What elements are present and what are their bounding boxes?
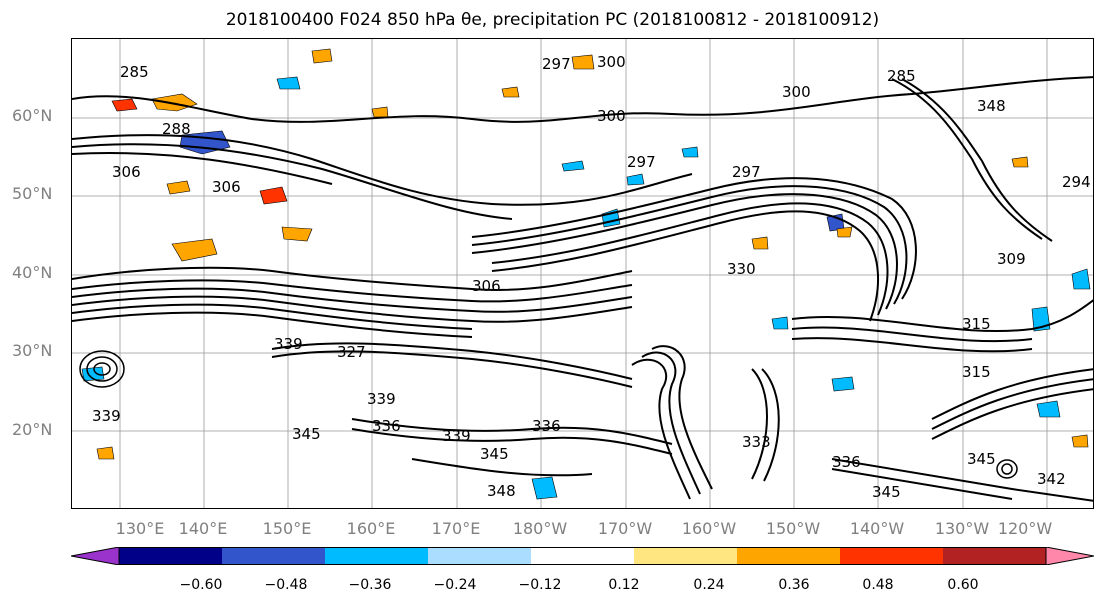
contour-label: 309 bbox=[997, 250, 1026, 268]
colorbar-tick: −0.36 bbox=[348, 577, 392, 593]
colorbar-segment bbox=[634, 547, 737, 565]
contour-label: 294 bbox=[1062, 173, 1091, 191]
contour-label: 327 bbox=[337, 343, 366, 361]
lat-label-40n: 40°N bbox=[12, 263, 53, 282]
contour-label: 330 bbox=[727, 260, 756, 278]
colorbar-tick: 0.24 bbox=[693, 577, 725, 593]
colorbar-segment bbox=[222, 547, 325, 565]
map-canvas: 285 288 297 300 306 306 300 297 297 300 … bbox=[72, 39, 1093, 508]
contour-label: 345 bbox=[292, 425, 321, 443]
contour-label: 339 bbox=[442, 427, 471, 445]
contour-label: 306 bbox=[212, 178, 241, 196]
colorbar-tick: −0.48 bbox=[264, 577, 308, 593]
colorbar-tick: −0.24 bbox=[433, 577, 477, 593]
map-panel: 285 288 297 300 306 306 300 297 297 300 … bbox=[71, 38, 1094, 509]
contour-label: 345 bbox=[872, 483, 901, 501]
contour-label: 315 bbox=[962, 363, 991, 381]
lon-label-140e: 140°E bbox=[178, 519, 228, 538]
contour-label: 345 bbox=[967, 450, 996, 468]
contour-label: 285 bbox=[120, 63, 149, 81]
contour-label: 297 bbox=[542, 55, 571, 73]
lon-label-170e: 170°E bbox=[431, 519, 481, 538]
contour-label: 288 bbox=[162, 120, 191, 138]
lat-label-20n: 20°N bbox=[12, 420, 53, 439]
colorbar-segment bbox=[737, 547, 840, 565]
map-title: 2018100400 F024 850 hPa θe, precipitatio… bbox=[225, 10, 880, 30]
contour-label: 336 bbox=[372, 417, 401, 435]
contour-label: 300 bbox=[782, 83, 811, 101]
colorbar-outline bbox=[118, 547, 1047, 565]
lon-label-160e: 160°E bbox=[346, 519, 396, 538]
graticule bbox=[72, 39, 1093, 508]
contour-label: 348 bbox=[487, 482, 516, 500]
contour-labels: 285 288 297 300 306 306 300 297 297 300 … bbox=[92, 53, 1091, 501]
contour-label: 339 bbox=[367, 390, 396, 408]
colorbar-segment bbox=[531, 547, 634, 565]
colorbar-segment bbox=[428, 547, 531, 565]
colorbar-segment bbox=[943, 547, 1046, 565]
contour-label: 306 bbox=[472, 277, 501, 295]
lon-label-180w: 180°W bbox=[512, 519, 568, 538]
lon-label-150w: 150°W bbox=[765, 519, 821, 538]
lon-label-130e: 130°E bbox=[115, 519, 165, 538]
contour-label: 297 bbox=[732, 163, 761, 181]
colorbar-tick: 0.12 bbox=[608, 577, 640, 593]
contour-label: 339 bbox=[274, 335, 303, 353]
contour-label: 336 bbox=[832, 453, 861, 471]
colorbar-segment bbox=[840, 547, 943, 565]
contour-label: 348 bbox=[977, 97, 1006, 115]
theta-e-contours bbox=[72, 76, 1093, 502]
lon-label-150e: 150°E bbox=[262, 519, 312, 538]
contour-label: 345 bbox=[480, 445, 509, 463]
contour-label: 336 bbox=[532, 417, 561, 435]
lat-label-30n: 30°N bbox=[12, 341, 53, 360]
colorbar-tick: −0.60 bbox=[179, 577, 223, 593]
lon-label-140w: 140°W bbox=[849, 519, 905, 538]
contour-label: 285 bbox=[887, 67, 916, 85]
cyclone-contours bbox=[79, 350, 1018, 479]
lon-label-120w: 120°W bbox=[997, 519, 1053, 538]
contour-label: 339 bbox=[92, 407, 121, 425]
contour-label: 333 bbox=[742, 433, 771, 451]
colorbar-segments bbox=[71, 547, 1094, 565]
contour-label: 297 bbox=[627, 153, 656, 171]
colorbar-tick: 0.36 bbox=[778, 577, 810, 593]
colorbar-extend-high bbox=[1045, 547, 1094, 565]
lat-label-50n: 50°N bbox=[12, 184, 53, 203]
colorbar-tick: 0.60 bbox=[947, 577, 979, 593]
lon-label-170w: 170°W bbox=[597, 519, 653, 538]
contour-label: 306 bbox=[112, 163, 141, 181]
contour-label: 315 bbox=[962, 315, 991, 333]
lat-label-60n: 60°N bbox=[12, 106, 53, 125]
colorbar-tick: −0.12 bbox=[518, 577, 562, 593]
colorbar bbox=[71, 547, 1094, 565]
contour-label: 342 bbox=[1037, 470, 1066, 488]
colorbar-tick: 0.48 bbox=[862, 577, 894, 593]
contour-label: 300 bbox=[597, 107, 626, 125]
colorbar-segment bbox=[325, 547, 428, 565]
lon-label-160w: 160°W bbox=[681, 519, 737, 538]
contour-label: 300 bbox=[597, 53, 626, 71]
lon-label-130w: 130°W bbox=[934, 519, 990, 538]
colorbar-segment bbox=[119, 547, 222, 565]
colorbar-extend-low bbox=[71, 547, 120, 565]
